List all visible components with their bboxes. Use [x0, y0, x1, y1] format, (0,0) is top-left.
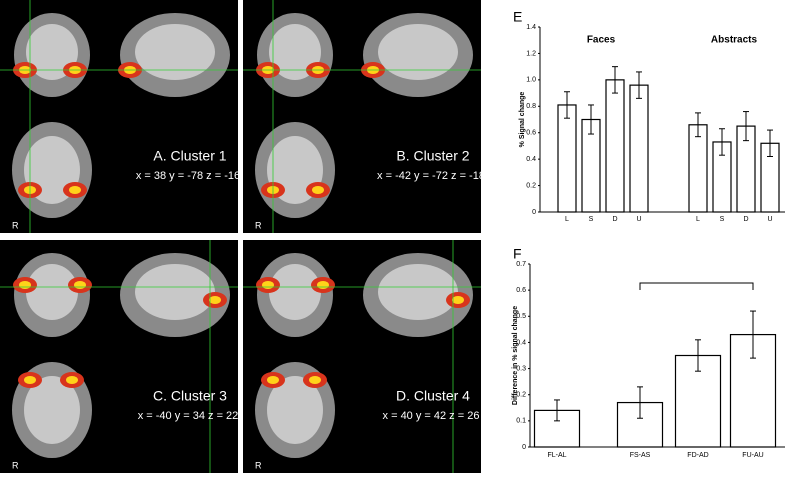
panel-letter: E [513, 9, 522, 25]
cluster-coords: x = 40 y = 42 z = 26 [383, 410, 480, 422]
y-tick-label: 0.6 [516, 287, 526, 294]
y-tick-label: 0.4 [526, 156, 536, 163]
error-bar [695, 112, 701, 138]
activation-core [317, 281, 329, 289]
coronal-inner [269, 264, 321, 320]
x-tick-label: FL-AL [547, 452, 566, 459]
y-tick-label: 0.6 [526, 130, 536, 137]
activation-core [69, 186, 81, 194]
error-bar [588, 104, 594, 135]
error-bar [767, 129, 773, 157]
activation-core [209, 296, 221, 304]
y-tick-label: 0.2 [516, 392, 526, 399]
axial-inner [267, 376, 323, 444]
error-bar [554, 399, 560, 422]
sagittal-inner [378, 264, 458, 320]
sagittal-inner [378, 24, 458, 80]
error-bar [750, 310, 756, 359]
x-tick-label: L [565, 216, 569, 223]
orientation-label: R [12, 220, 19, 230]
significance-bracket [639, 282, 754, 290]
activation-core [66, 376, 78, 384]
bar [557, 104, 577, 213]
y-tick-label: 0.5 [516, 313, 526, 320]
sagittal-inner [135, 24, 215, 80]
activation-core [309, 376, 321, 384]
activation-core [312, 186, 324, 194]
axial-inner [24, 376, 80, 444]
error-bar [637, 386, 643, 419]
bar [605, 79, 625, 213]
brain-panel: D. Cluster 4 x = 40 y = 42 z = 26 R [243, 240, 481, 473]
x-tick-label: D [743, 216, 748, 223]
panel-letter: F [513, 246, 522, 262]
y-tick-label: 0.3 [516, 365, 526, 372]
y-tick-label: 0.7 [516, 261, 526, 268]
coronal-inner [26, 264, 78, 320]
x-tick-label: S [589, 216, 594, 223]
y-axis-label: % Signal change [519, 92, 526, 148]
brain-panel: B. Cluster 2 x = -42 y = -72 z = -18 R [243, 0, 485, 233]
y-tick-label: 0.2 [526, 182, 536, 189]
bar [629, 84, 649, 213]
x-tick-label: FS-AS [630, 452, 651, 459]
activation-core [452, 296, 464, 304]
y-tick-label: 0 [532, 209, 536, 216]
y-tick-label: 0.1 [516, 418, 526, 425]
x-tick-label: U [767, 216, 772, 223]
orientation-label: R [255, 220, 262, 230]
brain-panel: C. Cluster 3 x = -40 y = 34 z = 22 R [0, 240, 238, 473]
y-tick-label: 1.0 [526, 77, 536, 84]
error-bar [743, 111, 749, 142]
cluster-coords: x = 38 y = -78 z = -16 [136, 170, 240, 182]
error-bar [612, 66, 618, 94]
cluster-coords: x = -40 y = 34 z = 22 [138, 410, 239, 422]
y-axis-label: Difference in % signal change [512, 306, 519, 405]
activation-core [267, 376, 279, 384]
group-label: Abstracts [711, 35, 758, 46]
x-tick-label: S [720, 216, 725, 223]
group-label: Faces [587, 35, 616, 46]
error-bar [719, 128, 725, 156]
y-tick-label: 0.4 [516, 339, 526, 346]
sagittal-inner [135, 264, 215, 320]
cluster-label: A. Cluster 1 [153, 148, 226, 164]
cluster-label: D. Cluster 4 [396, 388, 470, 404]
x-tick-label: FU-AU [742, 452, 763, 459]
x-tick-label: D [612, 216, 617, 223]
activation-core [24, 376, 36, 384]
brain-panel: A. Cluster 1 x = 38 y = -78 z = -16 R [0, 0, 240, 233]
cluster-coords: x = -42 y = -72 z = -18 [377, 170, 485, 182]
activation-core [19, 281, 31, 289]
x-tick-label: FD-AD [687, 452, 708, 459]
x-tick-label: L [696, 216, 700, 223]
y-tick-label: 1.4 [526, 24, 536, 31]
y-tick-label: 1.2 [526, 50, 536, 57]
x-tick-label: U [636, 216, 641, 223]
y-tick-label: 0 [522, 444, 526, 451]
activation-core [262, 281, 274, 289]
cluster-label: B. Cluster 2 [396, 148, 469, 164]
bar [688, 124, 708, 213]
error-bar [636, 71, 642, 99]
y-tick-label: 0.8 [526, 103, 536, 110]
error-bar [564, 91, 570, 119]
orientation-label: R [255, 460, 262, 470]
error-bar [695, 339, 701, 372]
activation-core [74, 281, 86, 289]
bar [616, 401, 664, 448]
orientation-label: R [12, 460, 19, 470]
cluster-label: C. Cluster 3 [153, 388, 227, 404]
